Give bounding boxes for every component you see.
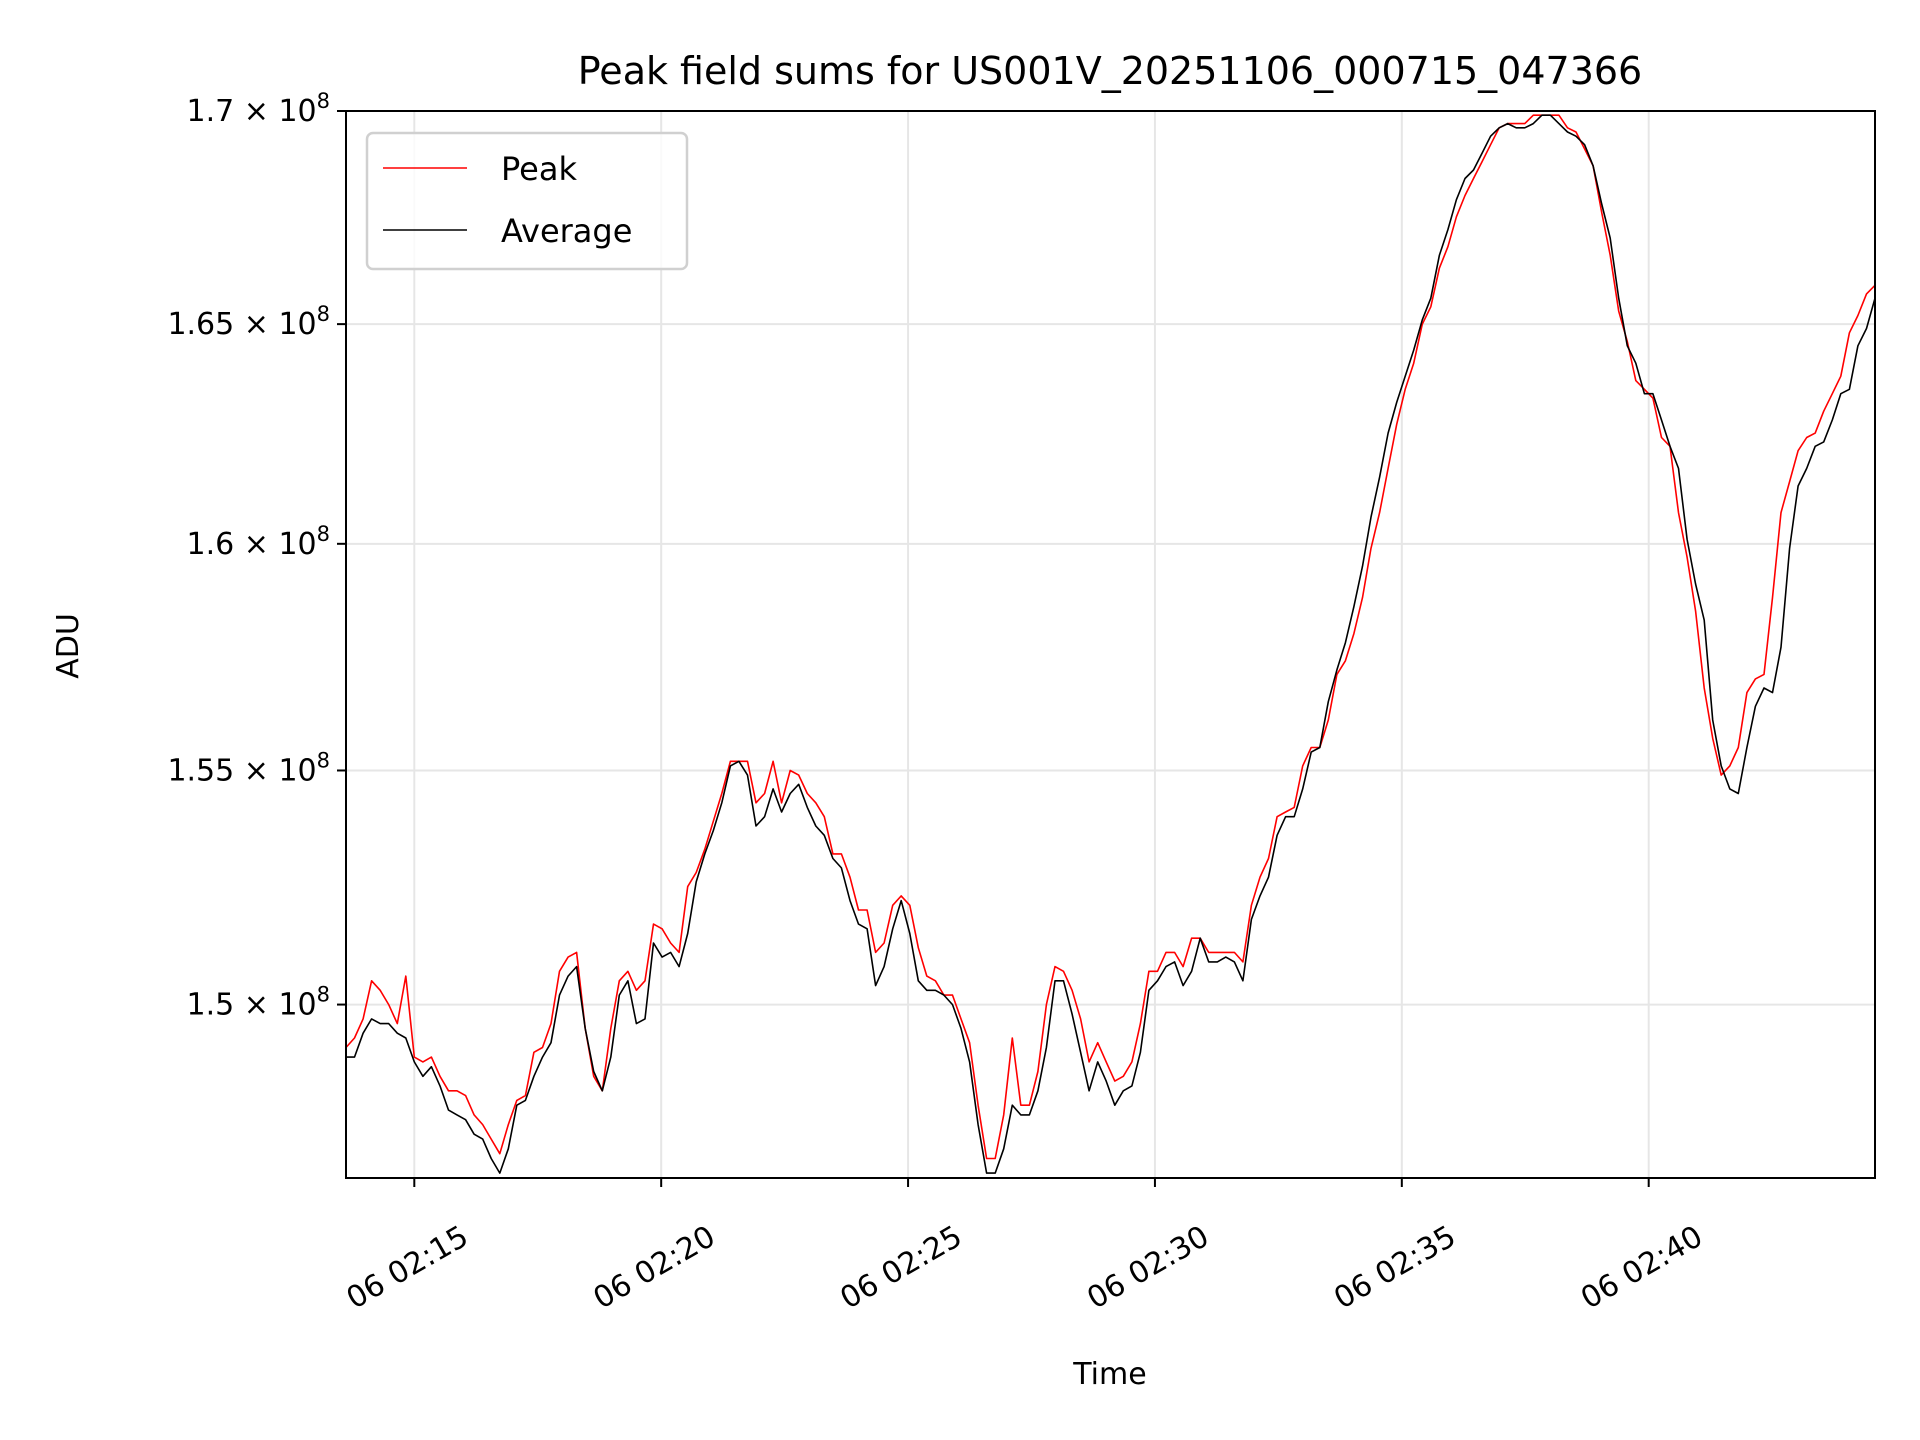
y-axis-label: ADU [51,613,86,679]
y-tick-label: 1.65 × 108 [167,302,330,342]
legend-label-average: Average [501,212,632,250]
y-tick-label: 1.7 × 108 [187,89,330,129]
series-lines [345,114,1876,1174]
plot-frame [345,110,1876,1179]
y-tick-label: 1.6 × 108 [187,522,330,562]
x-axis-label: Time [1072,1357,1146,1392]
y-tick-label: 1.55 × 108 [167,748,330,788]
legend: Peak Average [365,131,689,271]
series-line-average [346,114,1876,1174]
legend-label-peak: Peak [501,150,577,188]
y-axis: 1.5 × 108 1.55 × 108 1.6 × 108 1.65 × 108 1.… [167,89,346,1023]
chart-title: Peak field sums for US001V_20251106_0007… [578,49,1642,93]
y-tick-label: 1.5 × 108 [187,983,330,1023]
legend-box [365,131,689,271]
